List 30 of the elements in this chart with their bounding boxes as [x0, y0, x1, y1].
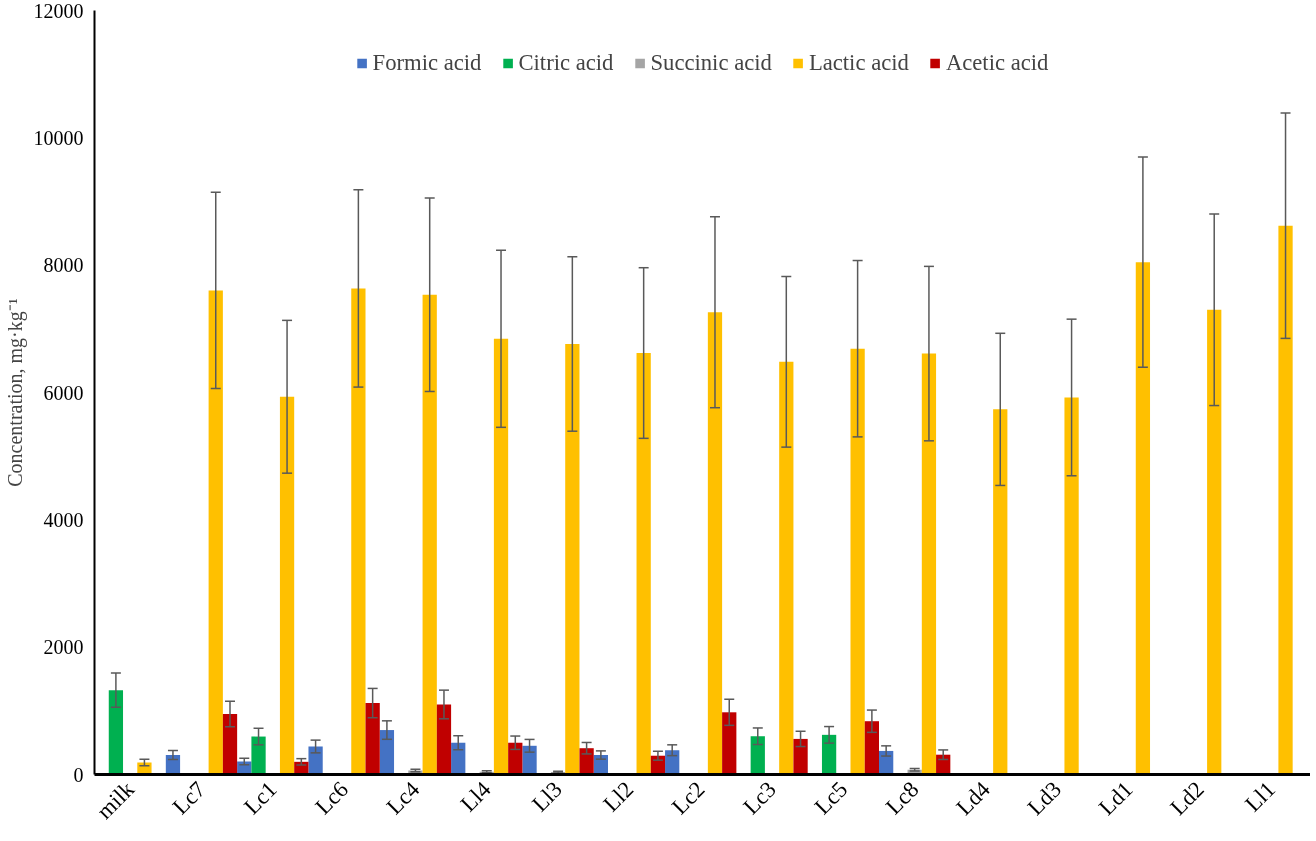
- y-tick-label: 0: [73, 763, 84, 786]
- x-tick-label: Lc8: [880, 776, 924, 820]
- x-tick-label: Ld4: [951, 776, 995, 821]
- x-tick-label: Lc3: [738, 776, 781, 820]
- y-tick-label: 12000: [33, 0, 84, 22]
- x-tick-label: Ld3: [1022, 776, 1067, 821]
- legend-label: Citric acid: [518, 50, 614, 76]
- x-tick-label: milk: [91, 776, 140, 824]
- x-tick-label: Lc6: [310, 776, 353, 820]
- x-tick-label: Lc5: [809, 776, 853, 820]
- x-tick-label: Ll1: [1240, 776, 1281, 817]
- legend-label: Lactic acid: [808, 50, 909, 76]
- x-tick-label: Lc1: [239, 776, 282, 820]
- x-tick-label: Ld2: [1165, 776, 1209, 821]
- x-tick-label: Ld1: [1093, 776, 1138, 821]
- x-tick-label: Ll4: [455, 776, 496, 817]
- legend-label: Succinic acid: [650, 50, 772, 76]
- legend-label: Formic acid: [372, 50, 482, 76]
- y-tick-label: 2000: [43, 636, 84, 659]
- x-tick-label: Ll3: [526, 776, 567, 817]
- y-axis-title: Concentration, mg·kg⁻¹: [3, 298, 27, 487]
- legend-label: Acetic acid: [945, 50, 1049, 76]
- x-tick-label: Ll2: [598, 776, 639, 817]
- x-tick-label: Lc2: [666, 776, 710, 820]
- x-tick-label: Lc4: [381, 776, 425, 820]
- y-tick-label: 10000: [33, 126, 84, 149]
- y-tick-label: 4000: [43, 508, 84, 531]
- y-tick-label: 8000: [43, 254, 84, 277]
- y-tick-label: 6000: [43, 381, 84, 404]
- x-tick-label: Lc7: [167, 776, 211, 820]
